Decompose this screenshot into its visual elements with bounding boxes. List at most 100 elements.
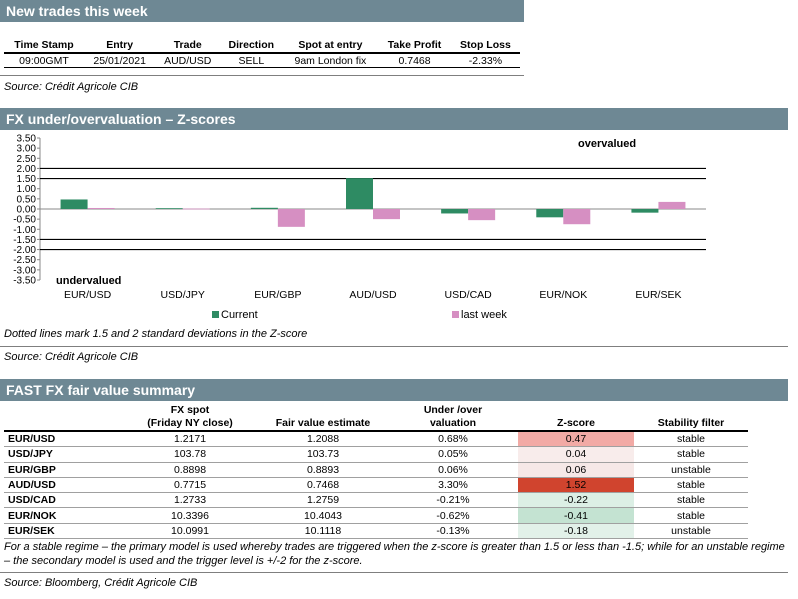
cell-stability: stable xyxy=(634,477,748,494)
trades-source: Source: Crédit Agricole CIB xyxy=(4,81,139,93)
bar-last-week xyxy=(87,207,115,209)
cell-fx-spot: 10.0991 xyxy=(122,523,258,540)
legend-label: Current xyxy=(221,309,258,321)
table-row: AUD/USD 0.7715 0.7468 3.30% 1.52 stable xyxy=(4,477,748,494)
cell-stability: stable xyxy=(634,431,748,448)
undervalued-label: undervalued xyxy=(56,275,121,287)
bar-current xyxy=(631,209,659,213)
cell-entry: 25/01/2021 xyxy=(83,53,156,68)
header-stop-loss: Stop Loss xyxy=(450,38,520,54)
y-tick-label: -3.50 xyxy=(13,276,36,287)
y-tick-label: 2.50 xyxy=(17,154,37,165)
cell-fx-spot: 0.8898 xyxy=(122,462,258,478)
trades-section-header: New trades this week xyxy=(0,0,524,22)
y-tick-label: -0.50 xyxy=(13,215,36,226)
cell-fx-spot: 0.7715 xyxy=(122,477,258,494)
cell-stability: stable xyxy=(634,446,748,463)
header-fx-spot: FX spot (Friday NY close) xyxy=(122,404,258,432)
header-z-score: Z-score xyxy=(518,404,634,432)
chart-note: Dotted lines mark 1.5 and 2 standard dev… xyxy=(4,328,308,340)
table-row: EUR/GBP 0.8898 0.8893 0.06% 0.06 unstable xyxy=(4,462,748,478)
overvalued-label: overvalued xyxy=(578,138,636,150)
x-category-label: EUR/USD xyxy=(64,289,112,301)
bar-current xyxy=(346,178,373,209)
cell-stability: stable xyxy=(634,507,748,524)
y-tick-label: 1.00 xyxy=(17,184,37,195)
table-row: EUR/USD 1.2171 1.2088 0.68% 0.47 stable xyxy=(4,431,748,448)
x-category-label: USD/JPY xyxy=(161,289,205,301)
y-tick-label: 0.00 xyxy=(17,205,37,216)
cell-pair: USD/JPY xyxy=(4,446,122,463)
divider xyxy=(0,346,788,347)
cell-under-over: -0.62% xyxy=(388,507,518,524)
cell-fair-value: 0.8893 xyxy=(258,462,388,478)
cell-under-over: -0.21% xyxy=(388,492,518,509)
zscore-chart: 3.503.002.502.001.501.000.500.00-0.50-1.… xyxy=(13,134,706,321)
y-tick-label: -1.00 xyxy=(13,225,36,236)
cell-fx-spot: 103.78 xyxy=(122,446,258,463)
header-trade: Trade xyxy=(155,38,221,54)
y-tick-label: 3.00 xyxy=(17,144,37,155)
table-row: EUR/NOK 10.3396 10.4043 -0.62% -0.41 stable xyxy=(4,507,748,524)
cell-pair: EUR/NOK xyxy=(4,507,122,524)
bar-last-week xyxy=(658,201,686,209)
cell-fair-value: 10.4043 xyxy=(258,507,388,524)
cell-pair: AUD/USD xyxy=(4,477,122,494)
header-spot-at-entry: Spot at entry xyxy=(282,38,379,54)
bar-last-week xyxy=(277,209,305,227)
y-tick-label: -2.00 xyxy=(13,245,36,256)
cell-direction: SELL xyxy=(220,53,283,68)
cell-z-score: -0.41 xyxy=(518,507,634,524)
y-tick-label: -3.00 xyxy=(13,265,36,276)
legend-swatch xyxy=(452,311,459,318)
bar-current xyxy=(60,199,88,209)
header-fx-spot-line2: (Friday NY close) xyxy=(147,417,233,429)
cell-fx-spot: 10.3396 xyxy=(122,507,258,524)
cell-z-score: 1.52 xyxy=(518,477,634,494)
bar-current xyxy=(536,209,564,218)
chart-section-header: FX under/overvaluation – Z-scores xyxy=(0,108,788,130)
bar-current xyxy=(250,207,278,209)
bar-last-week xyxy=(468,209,496,221)
legend-swatch xyxy=(212,311,219,318)
x-category-label: EUR/SEK xyxy=(635,289,681,301)
cell-stability: unstable xyxy=(634,462,748,478)
table-row: USD/CAD 1.2733 1.2759 -0.21% -0.22 stable xyxy=(4,492,748,509)
table-row: USD/JPY 103.78 103.73 0.05% 0.04 stable xyxy=(4,446,748,463)
y-tick-label: -1.50 xyxy=(13,235,36,246)
cell-fair-value: 0.7468 xyxy=(258,477,388,494)
y-tick-label: 0.50 xyxy=(17,194,37,205)
table-row: 09:00GMT 25/01/2021 AUD/USD SELL 9am Lon… xyxy=(4,53,520,68)
header-fx-spot-line1: FX spot xyxy=(170,404,210,416)
header-stability: Stability filter xyxy=(634,404,748,432)
bar-current xyxy=(155,208,183,209)
cell-fx-spot: 1.2733 xyxy=(122,492,258,509)
cell-pair: USD/CAD xyxy=(4,492,122,509)
header-under-over: Under /over valuation xyxy=(388,404,518,432)
cell-pair: EUR/SEK xyxy=(4,523,122,540)
y-tick-label: -2.50 xyxy=(13,255,36,266)
cell-take-profit: 0.7468 xyxy=(378,53,451,68)
x-category-label: AUD/USD xyxy=(349,289,397,301)
cell-fx-spot: 1.2171 xyxy=(122,431,258,448)
cell-z-score: -0.18 xyxy=(518,523,634,540)
cell-stop-loss: -2.33% xyxy=(450,53,520,68)
header-under-over-line2: valuation xyxy=(429,417,477,429)
fair-value-table: FX spot (Friday NY close) Fair value est… xyxy=(4,404,748,540)
y-tick-label: 3.50 xyxy=(17,134,37,145)
y-tick-label: 1.50 xyxy=(17,174,37,185)
x-category-label: USD/CAD xyxy=(445,289,493,301)
cell-under-over: 0.05% xyxy=(388,446,518,463)
header-under-over-line1: Under /over xyxy=(423,404,483,416)
bar-last-week xyxy=(373,209,400,220)
header-time-stamp: Time Stamp xyxy=(4,38,84,54)
cell-time-stamp: 09:00GMT xyxy=(4,53,84,68)
cell-pair: EUR/USD xyxy=(4,431,122,448)
trades-header-row: Time Stamp Entry Trade Direction Spot at… xyxy=(4,38,520,54)
table-row: EUR/SEK 10.0991 10.1118 -0.13% -0.18 unstable xyxy=(4,523,748,540)
cell-z-score: -0.22 xyxy=(518,492,634,509)
cell-fair-value: 1.2759 xyxy=(258,492,388,509)
x-category-label: EUR/GBP xyxy=(254,289,301,301)
y-tick-label: 2.00 xyxy=(17,164,37,175)
cell-z-score: 0.04 xyxy=(518,446,634,463)
